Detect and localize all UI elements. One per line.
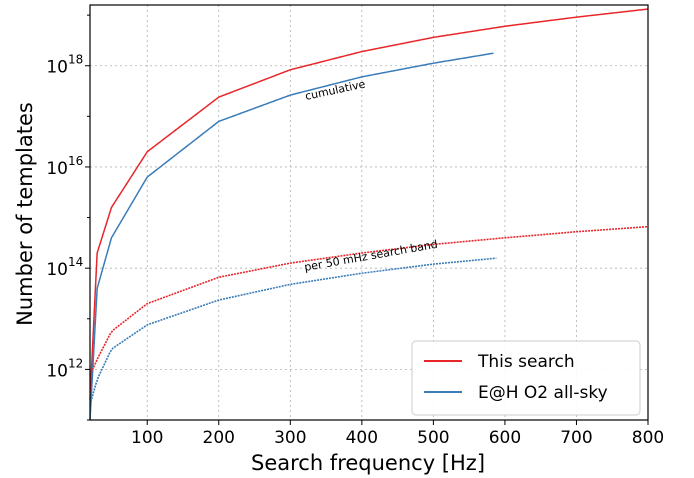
legend-label-eh-o2: E@H O2 all-sky [478,383,608,403]
y-tick-label-exponent: 14 [68,255,83,269]
series-line-eh-o2-per-band [89,257,497,406]
series-line-eh-o2-cumulative [89,52,494,421]
y-tick-label: 10 [46,260,68,280]
series-line-this-search-per-band [89,225,649,376]
x-tick-label: 100 [131,428,163,448]
legend: This search E@H O2 all-sky [411,340,641,416]
series-this-search-per-band [89,225,649,376]
x-axis-label: Search frequency [Hz] [251,451,485,475]
legend-box [411,340,641,416]
series-eh-o2-per-band [89,257,497,406]
x-tick-label: 300 [274,428,306,448]
y-tick-label-exponent: 16 [68,154,83,168]
legend-label-this-search: This search [477,352,575,372]
y-axis-label: Number of templates [13,102,37,326]
x-tick-label: 600 [489,428,521,448]
x-tick-label: 700 [560,428,592,448]
x-tick-label: 400 [346,428,378,448]
y-tick-label: 10 [46,58,68,78]
y-tick-label: 10 [46,159,68,179]
y-tick-label-exponent: 18 [68,53,83,67]
y-tick-label: 10 [46,361,68,381]
y-tick-label-exponent: 12 [68,356,83,370]
x-ticks: 100 200 300 400 500 600 700 800 [131,420,664,448]
x-tick-label: 500 [417,428,449,448]
plot-frame [89,4,649,421]
x-tick-label: 200 [203,428,235,448]
series-layer [89,8,649,421]
series-line-this-search-cumulative [89,8,649,400]
annotation-cumulative: cumulative [304,77,367,102]
x-tick-label: 800 [632,428,664,448]
